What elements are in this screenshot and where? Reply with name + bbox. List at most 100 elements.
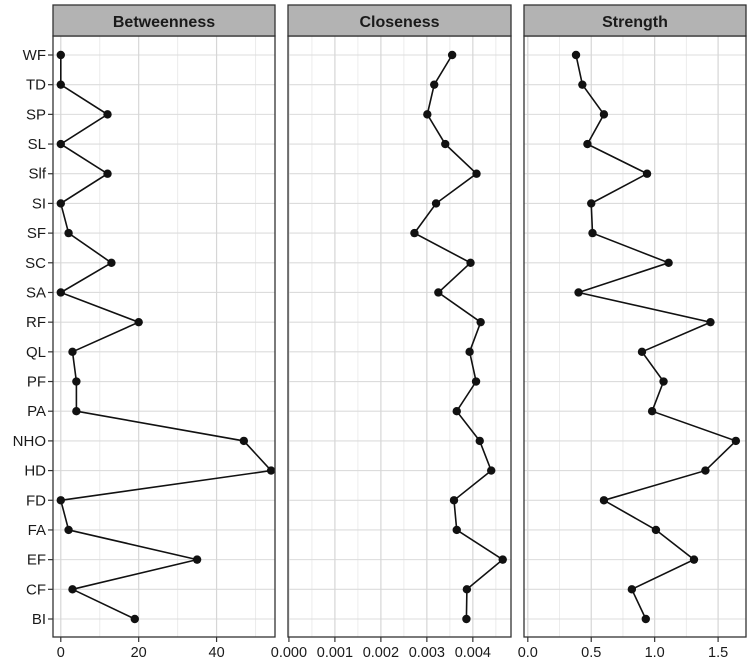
data-point bbox=[452, 525, 461, 535]
x-tick-label: 1.5 bbox=[708, 645, 728, 661]
data-point bbox=[475, 436, 484, 446]
y-tick-label: QL bbox=[26, 344, 46, 361]
panel-background bbox=[288, 36, 511, 637]
y-tick-label: PA bbox=[27, 403, 46, 420]
data-point bbox=[452, 407, 461, 416]
y-tick-label: Slf bbox=[28, 166, 46, 183]
x-tick-label: 0.002 bbox=[363, 645, 399, 661]
data-point bbox=[430, 80, 439, 89]
data-point bbox=[72, 377, 81, 386]
data-point bbox=[130, 614, 139, 624]
x-tick-label: 0.000 bbox=[271, 645, 307, 661]
series-line bbox=[413, 54, 505, 620]
panel-background bbox=[53, 36, 275, 637]
data-point bbox=[441, 139, 450, 149]
x-tick-label: 0.003 bbox=[409, 645, 445, 661]
data-point bbox=[192, 555, 202, 564]
data-point bbox=[578, 80, 587, 89]
panel-closeness: Closeness 0.000 0.001 0.002 0.003 0.004 bbox=[271, 4, 512, 661]
y-tick-label: CF bbox=[26, 581, 46, 598]
x-tick-label: 0.0 bbox=[518, 645, 538, 661]
data-point bbox=[599, 110, 609, 119]
y-tick-label: SP bbox=[26, 106, 46, 123]
facet-strip bbox=[523, 4, 747, 37]
data-point bbox=[64, 525, 73, 535]
data-point bbox=[266, 466, 276, 475]
data-point bbox=[449, 496, 459, 505]
y-tick-label: WF bbox=[23, 47, 46, 64]
facet-title: Closeness bbox=[359, 14, 439, 31]
data-point bbox=[410, 228, 419, 238]
panel-betweenness: Betweenness 0 20 40 bbox=[52, 4, 276, 661]
data-point bbox=[462, 585, 472, 594]
data-point bbox=[627, 585, 637, 594]
y-tick-label: SA bbox=[26, 284, 46, 301]
data-point bbox=[571, 50, 581, 60]
data-point bbox=[731, 436, 741, 446]
data-point bbox=[588, 228, 597, 238]
y-tick-label: NHO bbox=[13, 433, 46, 450]
data-point bbox=[134, 317, 143, 327]
data-point bbox=[68, 347, 77, 357]
y-tick-label: SI bbox=[32, 195, 46, 212]
data-point bbox=[56, 80, 65, 89]
panel-background bbox=[524, 36, 746, 637]
x-tick-label: 0.001 bbox=[317, 645, 353, 661]
data-point bbox=[587, 199, 596, 208]
data-point bbox=[56, 139, 65, 149]
data-point bbox=[637, 347, 647, 357]
data-point bbox=[64, 228, 73, 238]
data-point bbox=[239, 436, 249, 446]
data-point bbox=[107, 258, 116, 267]
data-point bbox=[574, 288, 583, 297]
data-point bbox=[68, 585, 77, 594]
y-tick-label: HD bbox=[24, 463, 46, 480]
facet-strip bbox=[287, 4, 512, 37]
y-axis: WF TD SP SL Slf SI SF SC SA RF QL PF PA NHO HD FD FA EF CF… bbox=[13, 47, 53, 628]
data-point bbox=[701, 466, 710, 475]
data-point bbox=[599, 496, 609, 505]
facet-title: Strength bbox=[602, 14, 668, 31]
data-point bbox=[689, 555, 699, 564]
y-tick-label: TD bbox=[26, 77, 46, 94]
data-point bbox=[487, 466, 496, 475]
panel-strength: Strength 0.0 0.5 1.0 1.5 bbox=[518, 4, 747, 661]
y-tick-label: SF bbox=[27, 225, 46, 242]
data-point bbox=[472, 169, 481, 178]
data-point bbox=[56, 50, 65, 60]
x-tick-label: 20 bbox=[131, 645, 147, 661]
data-point bbox=[664, 258, 673, 267]
data-point bbox=[103, 110, 112, 119]
y-tick-label: FA bbox=[28, 522, 46, 539]
data-point bbox=[641, 614, 650, 624]
data-point bbox=[72, 407, 81, 416]
data-point bbox=[56, 496, 65, 505]
y-tick-label: SC bbox=[25, 255, 46, 272]
data-point bbox=[431, 199, 441, 208]
y-tick-label: RF bbox=[26, 314, 46, 331]
data-point bbox=[56, 199, 65, 208]
data-point bbox=[466, 258, 475, 267]
data-point bbox=[642, 169, 652, 178]
x-tick-label: 40 bbox=[209, 645, 225, 661]
data-point bbox=[465, 347, 474, 357]
x-tick-label: 0 bbox=[57, 645, 65, 661]
y-tick-label: BI bbox=[32, 611, 46, 628]
data-point bbox=[498, 555, 507, 564]
y-tick-label: EF bbox=[27, 552, 46, 569]
data-point bbox=[103, 169, 112, 178]
y-tick-label: FD bbox=[26, 492, 46, 509]
data-point bbox=[462, 614, 471, 624]
data-point bbox=[434, 288, 443, 297]
data-point bbox=[56, 288, 65, 297]
data-point bbox=[423, 110, 432, 119]
data-point bbox=[471, 377, 481, 386]
data-point bbox=[447, 50, 457, 60]
data-point bbox=[476, 317, 485, 327]
data-point bbox=[659, 377, 668, 386]
data-point bbox=[706, 317, 715, 327]
series-line bbox=[575, 54, 738, 620]
x-tick-label: 0.5 bbox=[581, 645, 601, 661]
